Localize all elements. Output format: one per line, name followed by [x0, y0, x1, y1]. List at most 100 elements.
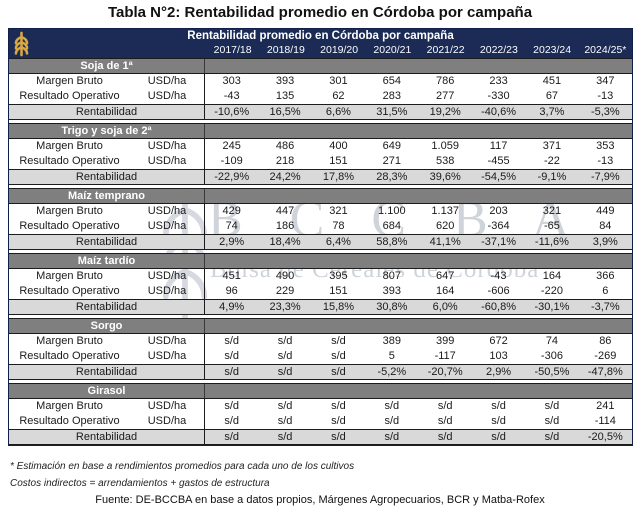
source-line: Fuente: DE-BCCBA en base a datos propios…: [95, 494, 545, 506]
table-body: Soja de 1ª Margen Bruto USD/ha 303 393 301 654…: [9, 58, 632, 445]
section-name: Sorgo: [9, 319, 205, 333]
margen-bruto-row: Margen Bruto USD/ha s/d s/d s/d 389 399 672 74 86: [9, 334, 632, 349]
value-cell: s/d: [331, 400, 346, 412]
value-cell: s/d: [437, 400, 453, 412]
row-label: Resultado Operativo: [19, 415, 120, 427]
value-cell: 96: [225, 285, 238, 297]
value-cell: 62: [332, 90, 345, 102]
value-cell: 393: [382, 285, 401, 297]
value-cell: 447: [275, 205, 295, 217]
section-header-5: Girasol: [9, 384, 632, 399]
value-cell: s/d: [384, 415, 400, 427]
section-header-4: Sorgo: [9, 319, 632, 334]
value-cell: s/d: [277, 350, 293, 362]
row-label: Margen Bruto: [36, 335, 103, 347]
value-cell: -5,2%: [377, 366, 407, 378]
value-cell: 647: [436, 270, 455, 282]
value-cell: s/d: [331, 366, 346, 378]
row-label: Resultado Operativo: [19, 285, 120, 297]
value-cell: s/d: [224, 335, 240, 347]
value-cell: 393: [275, 75, 295, 87]
campaign-header-6: 2023/24: [533, 44, 572, 56]
value-cell: s/d: [224, 366, 240, 378]
rentabilidad-table: Rentabilidad promedio en Córdoba por cam…: [8, 28, 633, 446]
value-cell: -40,6%: [481, 106, 516, 118]
value-cell: 23,3%: [269, 301, 301, 313]
value-cell: 353: [596, 140, 615, 152]
value-cell: 620: [436, 220, 455, 232]
value-cell: 301: [329, 75, 348, 87]
value-cell: s/d: [224, 400, 240, 412]
value-cell: 67: [545, 90, 559, 102]
rentabilidad-row: Rentabilidad -10,6% 16,5% 6,6% 31,5% 19,2% -40…: [9, 104, 632, 119]
value-cell: -54,5%: [481, 171, 516, 183]
value-cell: 164: [436, 285, 455, 297]
value-cell: s/d: [384, 431, 400, 443]
campaign-header-5: 2022/23: [479, 44, 518, 56]
value-cell: 135: [275, 90, 295, 102]
value-cell: -11,6%: [534, 236, 569, 248]
value-cell: 366: [596, 270, 615, 282]
value-cell: 17,8%: [322, 171, 355, 183]
value-cell: 151: [329, 155, 348, 167]
value-cell: 486: [275, 140, 295, 152]
value-cell: 399: [436, 335, 455, 347]
campaign-header-row: 2017/18 2018/19 2019/20 2020/21 2021/22 2022/…: [9, 31, 632, 58]
section-2: Maíz temprano Margen Bruto USD/ha 429 447 321…: [9, 188, 632, 250]
value-cell: s/d: [384, 400, 400, 412]
unit-label: USD/ha: [130, 269, 205, 284]
unit-label: USD/ha: [130, 74, 205, 89]
value-cell: 4,9%: [219, 301, 245, 313]
margen-bruto-row: Margen Bruto USD/ha 245 486 400 649 1.059 117 37…: [9, 139, 632, 154]
value-cell: 786: [436, 75, 455, 87]
value-cell: 1.137: [431, 205, 459, 217]
value-cell: 400: [329, 140, 348, 152]
table-header-title: Rentabilidad promedio en Córdoba por cam…: [187, 30, 454, 42]
section-header-0: Soja de 1ª: [9, 59, 632, 74]
value-cell: 164: [542, 270, 562, 282]
value-cell: s/d: [277, 431, 293, 443]
unit-label: USD/ha: [130, 89, 205, 104]
value-cell: s/d: [437, 431, 453, 443]
value-cell: s/d: [491, 400, 506, 412]
value-cell: -47,8%: [587, 366, 623, 378]
value-cell: 1.100: [378, 205, 406, 217]
value-cell: 24,2%: [269, 171, 301, 183]
value-cell: -30,1%: [534, 301, 570, 313]
rentabilidad-row: Rentabilidad 2,9% 18,4% 6,4% 58,8% 41,1% -37,1…: [9, 234, 632, 249]
value-cell: 3,7%: [539, 106, 565, 118]
value-cell: 16,5%: [269, 106, 301, 118]
value-cell: -13: [597, 155, 614, 167]
section-5: Girasol Margen Bruto USD/ha s/d s/d s/d s/d s/d…: [9, 383, 632, 445]
value-cell: -37,1%: [481, 236, 516, 248]
unit-label: USD/ha: [130, 139, 205, 154]
section-header-filler: [205, 124, 632, 138]
value-cell: 451: [222, 270, 241, 282]
value-cell: s/d: [224, 350, 240, 362]
margen-bruto-row: Margen Bruto USD/ha s/d s/d s/d s/d s/d s/d s/d 2…: [9, 399, 632, 414]
value-cell: 321: [542, 205, 562, 217]
section-header-filler: [205, 59, 632, 73]
value-cell: s/d: [544, 415, 560, 427]
value-cell: s/d: [491, 431, 506, 443]
row-label: Margen Bruto: [36, 270, 103, 282]
value-cell: -306: [540, 350, 563, 362]
row-label: Rentabilidad: [9, 105, 205, 119]
value-cell: 186: [275, 220, 295, 232]
value-cell: -22,9%: [214, 171, 250, 183]
unit-label: USD/ha: [130, 204, 205, 219]
row-label: Resultado Operativo: [19, 220, 120, 232]
value-cell: -5,3%: [590, 106, 620, 118]
unit-label: USD/ha: [130, 219, 205, 234]
section-4: Sorgo Margen Bruto USD/ha s/d s/d s/d 389 399 67…: [9, 318, 632, 380]
value-cell: 429: [222, 205, 241, 217]
value-cell: -117: [434, 350, 456, 362]
section-header-filler: [205, 254, 632, 268]
value-cell: 151: [329, 285, 348, 297]
value-cell: 654: [382, 75, 401, 87]
value-cell: 271: [382, 155, 401, 167]
value-cell: -3,7%: [590, 301, 620, 313]
resultado-operativo-row: Resultado Operativo USD/ha -43 135 62 283 277 -…: [9, 89, 632, 104]
value-cell: 807: [382, 270, 401, 282]
